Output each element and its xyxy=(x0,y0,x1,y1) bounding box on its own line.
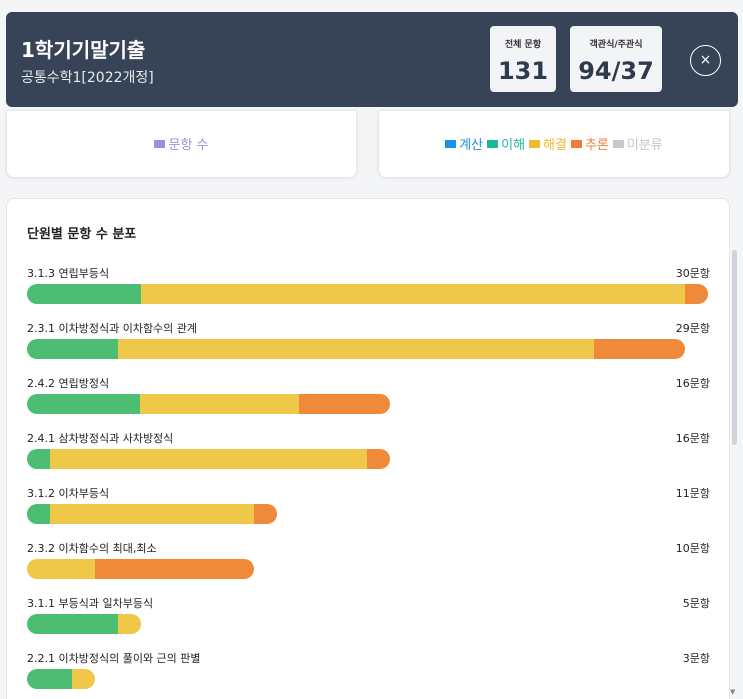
bar-segment xyxy=(27,449,50,469)
scrollbar-thumb[interactable] xyxy=(732,250,737,445)
bar-segment xyxy=(27,614,119,634)
bar-segment xyxy=(254,504,277,524)
distribution-title: 단원별 문항 수 분포 xyxy=(27,227,137,242)
unit-stacked-bar[interactable] xyxy=(27,394,390,414)
category-legend-item[interactable]: 미분류 xyxy=(612,134,663,153)
category-legend: 계산 이해 해결 추론 미분류 xyxy=(379,134,729,153)
unit-question-count: 10문항 xyxy=(675,542,710,555)
legend-swatch xyxy=(529,140,541,148)
category-legend-item[interactable]: 이해 xyxy=(487,134,525,153)
total-questions-value: 131 xyxy=(497,57,549,85)
total-questions-stat: 전체 문항 131 xyxy=(490,26,556,92)
category-legend-item[interactable]: 추론 xyxy=(570,134,609,153)
unit-stacked-bar[interactable] xyxy=(27,559,254,579)
bar-segment xyxy=(367,449,390,469)
question-type-ratio-stat: 객관식/주관식 94/37 xyxy=(570,26,662,92)
question-count-legend-card: 문항 수 xyxy=(6,110,357,178)
total-questions-label: 전체 문항 xyxy=(504,40,542,50)
bar-segment xyxy=(27,339,118,359)
unit-stacked-bar[interactable] xyxy=(27,669,95,689)
unit-stacked-bar[interactable] xyxy=(27,614,141,634)
unit-name: 2.4.2 연립방정식 xyxy=(27,377,110,390)
category-legend-item[interactable]: 해결 xyxy=(529,134,567,153)
unit-stacked-bar[interactable] xyxy=(27,284,708,304)
bar-segment xyxy=(27,504,50,524)
unit-stacked-bar[interactable] xyxy=(27,504,277,524)
bar-segment xyxy=(140,284,686,304)
exam-title: 1학기기말기출 xyxy=(21,38,146,62)
unit-name: 2.3.2 이차함수의 최대,최소 xyxy=(27,542,157,555)
legend-label: 추론 xyxy=(584,138,609,153)
exam-header: 1학기기말기출 공통수학1[2022개정] 전체 문항 131 객관식/주관식 … xyxy=(6,12,738,107)
legend-label: 미분류 xyxy=(626,138,663,153)
question-type-ratio-value: 94/37 xyxy=(578,57,654,85)
bar-segment xyxy=(27,394,141,414)
category-legend-item[interactable]: 계산 xyxy=(445,134,483,153)
bar-segment xyxy=(299,394,390,414)
bar-segment xyxy=(27,669,73,689)
unit-question-count: 5문항 xyxy=(682,597,710,610)
unit-question-count: 16문항 xyxy=(675,377,710,390)
unit-question-count: 11문항 xyxy=(675,487,710,500)
unit-name: 3.1.1 부등식과 일차부등식 xyxy=(27,597,154,610)
unit-stacked-bar[interactable] xyxy=(27,449,390,469)
legend-swatch xyxy=(487,140,499,148)
bar-segment xyxy=(72,669,95,689)
legend-swatch xyxy=(612,140,624,148)
legend-label: 이해 xyxy=(501,138,526,153)
unit-name: 2.2.1 이차방정식의 풀이와 근의 판별 xyxy=(27,652,201,665)
question-count-legend-item[interactable]: 문항 수 xyxy=(154,134,209,153)
course-subtitle: 공통수학1[2022개정] xyxy=(21,70,154,86)
close-button[interactable]: × xyxy=(690,45,721,76)
bar-segment xyxy=(594,339,685,359)
legend-label: 문항 수 xyxy=(168,138,209,153)
legend-label: 해결 xyxy=(543,138,567,153)
legend-swatch xyxy=(154,140,166,148)
unit-question-count: 30문항 xyxy=(675,267,710,280)
bar-segment xyxy=(27,559,96,579)
legend-swatch xyxy=(570,140,582,148)
question-count-legend: 문항 수 xyxy=(7,134,356,153)
unit-name: 2.4.1 삼차방정식과 사차방정식 xyxy=(27,432,174,445)
scroll-down-arrow-icon[interactable]: ▼ xyxy=(730,688,736,696)
unit-stacked-bar[interactable] xyxy=(27,339,685,359)
unit-name: 3.1.3 연립부등식 xyxy=(27,267,110,280)
question-type-ratio-label: 객관식/주관식 xyxy=(589,40,643,50)
legend-swatch xyxy=(445,140,457,148)
unit-name: 2.3.1 이차방정식과 이차함수의 관계 xyxy=(27,322,198,335)
bar-segment xyxy=(95,559,254,579)
unit-question-count: 29문항 xyxy=(675,322,710,335)
bar-segment xyxy=(49,449,368,469)
bar-segment xyxy=(685,284,708,304)
unit-question-count: 3문항 xyxy=(682,652,710,665)
bar-segment xyxy=(140,394,300,414)
bar-segment xyxy=(117,339,595,359)
unit-question-count: 16문항 xyxy=(675,432,710,445)
close-icon: × xyxy=(699,52,712,68)
legend-label: 계산 xyxy=(459,138,484,153)
unit-distribution-card: 단원별 문항 수 분포 3.1.3 연립부등식 30문항 2.3.1 이차방정식과 … xyxy=(6,198,730,699)
unit-name: 3.1.2 이차부등식 xyxy=(27,487,110,500)
bar-segment xyxy=(49,504,255,524)
category-legend-card: 계산 이해 해결 추론 미분류 xyxy=(378,110,730,178)
bar-segment xyxy=(27,284,141,304)
bar-segment xyxy=(118,614,141,634)
